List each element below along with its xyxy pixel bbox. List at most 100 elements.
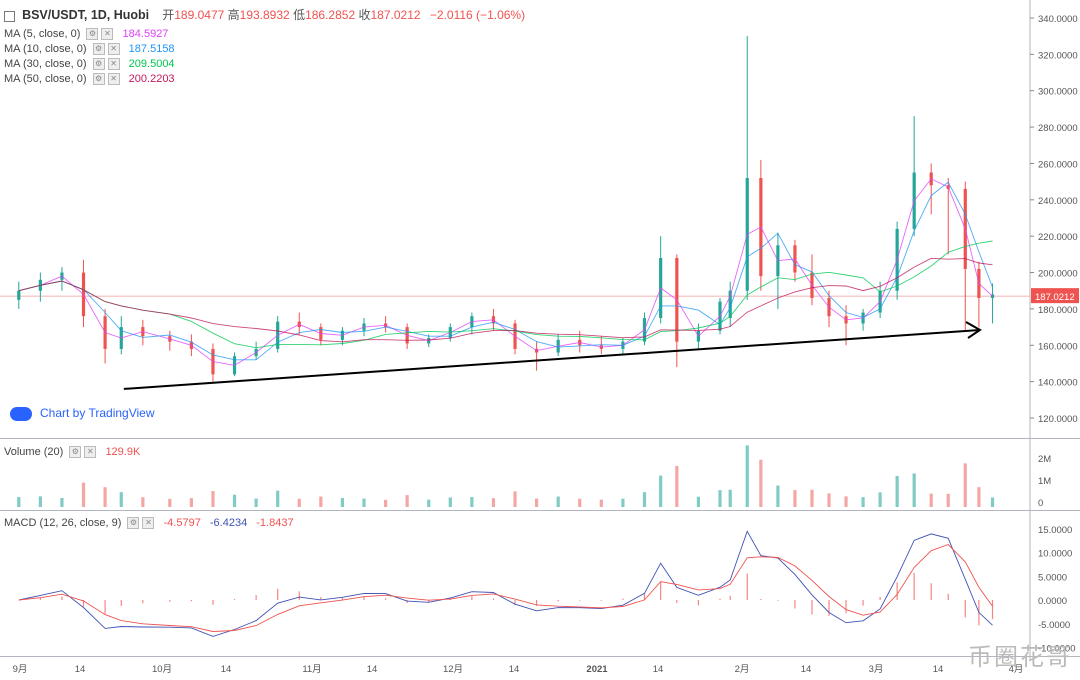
price-tick-label: 300.0000 — [1038, 87, 1078, 98]
change-value: −2.0116 (−1.06%) — [429, 8, 526, 22]
time-tick-label: 9月 — [13, 664, 28, 675]
volume-value: 129.9K — [105, 446, 141, 458]
volume-bar — [168, 498, 172, 507]
price-tick-label: 340.0000 — [1038, 14, 1078, 25]
volume-bar — [189, 498, 193, 507]
volume-bar — [211, 491, 215, 507]
settings-icon[interactable]: ⚙ — [127, 517, 140, 530]
candle-body — [990, 294, 995, 298]
candle-body — [728, 290, 732, 318]
ma5-legend: MA (5, close, 0) ⚙ ✕ 184.5927 — [4, 27, 168, 41]
close-icon[interactable]: ✕ — [101, 28, 114, 41]
macd-value-2: -6.4234 — [209, 517, 248, 529]
ma50-value: 200.2203 — [128, 73, 175, 85]
volume-bar — [232, 494, 237, 507]
volume-bar — [963, 463, 967, 507]
time-tick-label: 2021 — [586, 664, 608, 675]
price-tick-label: 180.0000 — [1038, 305, 1078, 316]
low-key: 低 — [293, 8, 306, 22]
volume-bar — [448, 497, 452, 507]
volume-bar — [340, 498, 345, 507]
macd-tick-label: 10.0000 — [1038, 549, 1072, 560]
close-icon[interactable]: ✕ — [84, 446, 97, 459]
volume-bar — [491, 498, 496, 507]
volume-label: Volume (20) — [4, 446, 64, 458]
close-icon[interactable]: ✕ — [142, 517, 155, 530]
volume-bar — [844, 496, 848, 507]
ma10-line — [18, 181, 993, 361]
time-tick-label: 3月 — [869, 664, 884, 675]
volume-bar — [119, 492, 123, 507]
volume-bar — [141, 497, 145, 507]
close-value: 187.0212 — [370, 8, 421, 22]
low-value: 186.2852 — [305, 8, 356, 22]
volume-bar — [696, 496, 701, 507]
minus-square-icon[interactable] — [4, 10, 15, 22]
time-tick-label: 14 — [367, 664, 378, 675]
volume-bar — [578, 498, 582, 507]
volume-bar — [878, 492, 882, 507]
macd-legend: MACD (12, 26, close, 9) ⚙ ✕ -4.5797 -6.42… — [4, 516, 294, 530]
last-price-badge — [1031, 288, 1079, 304]
ma5-value: 184.5927 — [122, 28, 169, 40]
volume-bar — [17, 497, 21, 507]
volume-bar — [556, 496, 560, 507]
ma30-legend: MA (30, close, 0) ⚙ ✕ 209.5004 — [4, 57, 175, 71]
time-tick-label: 14 — [933, 664, 944, 675]
volume-bar — [103, 487, 107, 507]
corner-watermark: 币圈花哥 — [968, 644, 1072, 671]
volume-bar — [895, 476, 899, 507]
macd-tick-label: -10.0000 — [1038, 644, 1076, 655]
ma5-label: MA (5, close, 0) — [4, 28, 81, 40]
settings-icon[interactable]: ⚙ — [86, 28, 99, 41]
time-tick-label: 14 — [653, 664, 664, 675]
tradingview-watermark[interactable]: Chart by TradingView — [10, 406, 155, 421]
ma10-legend: MA (10, close, 0) ⚙ ✕ 187.5158 — [4, 42, 175, 56]
volume-tick-label: 0 — [1038, 498, 1043, 509]
volume-bar — [912, 473, 916, 507]
close-key: 收 — [358, 8, 371, 22]
price-tick-label: 320.0000 — [1038, 50, 1078, 61]
ma30-line — [18, 240, 993, 349]
volume-bar — [621, 498, 625, 507]
volume-bar — [718, 490, 722, 507]
price-tick-label: 280.0000 — [1038, 123, 1078, 134]
volume-bar — [810, 489, 814, 507]
volume-bar — [776, 485, 780, 507]
volume-bar — [599, 499, 603, 507]
price-tick-label: 200.0000 — [1038, 269, 1078, 280]
volume-bar — [427, 499, 431, 507]
close-icon[interactable]: ✕ — [107, 58, 120, 71]
trendline-arrowhead — [965, 321, 982, 339]
volume-bar — [60, 498, 64, 507]
candle-body — [17, 290, 21, 300]
settings-icon[interactable]: ⚙ — [92, 43, 105, 56]
settings-icon[interactable]: ⚙ — [92, 73, 105, 86]
time-tick-label: 11月 — [302, 664, 321, 675]
symbol-title: BSV/USDT, 1D, Huobi — [22, 8, 150, 22]
volume-bar — [728, 489, 732, 507]
price-tick-label: 140.0000 — [1038, 378, 1078, 389]
volume-bar — [383, 499, 388, 507]
ma10-value: 187.5158 — [128, 43, 175, 55]
high-key: 高 — [227, 8, 240, 22]
macd-value-1: -4.5797 — [163, 517, 201, 529]
time-tick-label: 14 — [221, 664, 232, 675]
volume-legend: Volume (20) ⚙ ✕ 129.9K — [4, 445, 140, 459]
volume-bar — [81, 482, 86, 507]
macd-tick-label: 5.0000 — [1038, 572, 1067, 583]
close-icon[interactable]: ✕ — [107, 73, 120, 86]
settings-icon[interactable]: ⚙ — [92, 58, 105, 71]
settings-icon[interactable]: ⚙ — [69, 446, 82, 459]
volume-bar — [759, 459, 763, 507]
macd-value-3: -1.8437 — [256, 517, 294, 529]
time-tick-label: 12月 — [443, 664, 463, 675]
close-icon[interactable]: ✕ — [107, 43, 120, 56]
last-price-label: 187.0212 — [1035, 292, 1075, 303]
ma30-value: 209.5004 — [128, 58, 175, 70]
volume-bar — [405, 495, 409, 507]
volume-bar — [513, 491, 517, 507]
time-tick-label: 2月 — [735, 664, 750, 675]
